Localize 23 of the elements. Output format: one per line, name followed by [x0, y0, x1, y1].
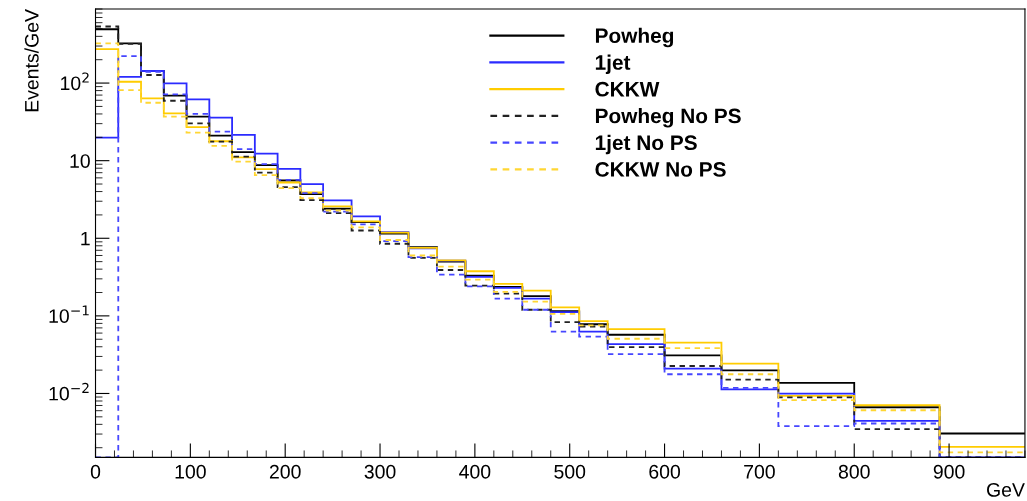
legend-label: Powheg [595, 27, 674, 48]
legend-label: 1jet [595, 54, 631, 74]
x-tick-label: 800 [838, 464, 870, 479]
x-tick-label: 300 [364, 464, 396, 479]
legend-label: 1jet No PS [595, 134, 697, 155]
x-tick-label: 700 [744, 464, 775, 479]
legend-label: CKKW [595, 81, 660, 97]
y-tick-label: 10$^{−1}$ [49, 305, 89, 323]
x-tick-label: 100 [175, 464, 206, 479]
x-tick-label: 400 [459, 464, 491, 479]
x-axis-title: GeV [987, 483, 1025, 497]
x-tick-label: 600 [649, 464, 681, 479]
y-tick-label: 1 [81, 231, 90, 246]
legend-label: CKKW No PS [595, 162, 726, 177]
x-tick-label: 0 [90, 464, 101, 479]
x-tick-label: 500 [554, 464, 586, 479]
y-tick-label: 10$^{2}$ [61, 72, 89, 91]
y-tick-label: 10$^{−2}$ [49, 382, 89, 401]
x-tick-label: 900 [933, 464, 965, 479]
y-axis-title: Events/GeV [24, 9, 39, 112]
x-tick-label: 200 [269, 464, 301, 479]
legend-label: Powheg No PS [595, 108, 741, 128]
y-tick-label: 10 [70, 154, 90, 168]
